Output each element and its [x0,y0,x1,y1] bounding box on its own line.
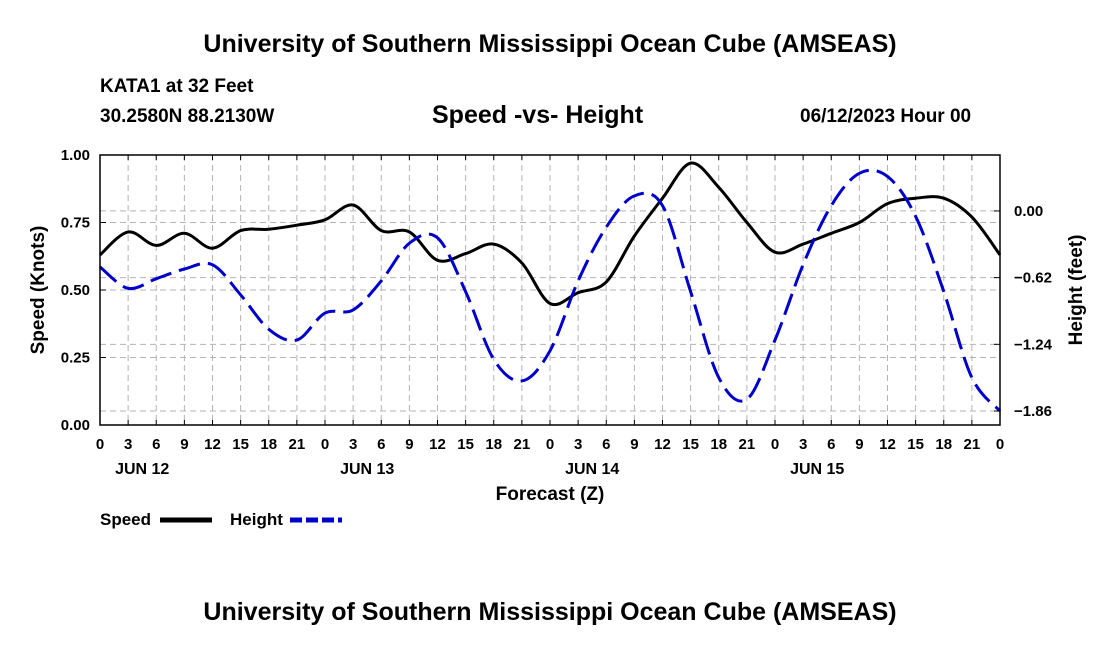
date-label: JUN 12 [115,461,169,478]
date-label: JUN 14 [565,461,619,478]
date-label: JUN 13 [340,461,394,478]
x-tick-label: 0 [96,436,104,453]
x-tick-label: 12 [654,436,671,453]
x-tick-label: 0 [996,436,1004,453]
x-tick-label: 6 [827,436,835,453]
x-tick-label: 15 [907,436,924,453]
x-tick-label: 15 [682,436,699,453]
x-tick-label: 18 [485,436,502,453]
left-tick-label: 0.00 [61,417,90,434]
x-tick-label: 21 [289,436,306,453]
chart-title: University of Southern Mississippi Ocean… [203,30,897,58]
x-tick-label: 9 [405,436,413,453]
x-tick-label: 18 [710,436,727,453]
chart-subtitle: Speed -vs- Height [432,101,644,129]
x-tick-label: 18 [935,436,952,453]
right-tick-label: −1.24 [1014,336,1053,353]
x-tick-label: 9 [180,436,188,453]
left-tick-label: 0.50 [61,282,90,299]
left-tick-label: 0.75 [61,215,90,232]
series-line-height [99,168,1002,413]
series [98,161,1002,413]
station-label: KATA1 at 32 Feet [100,76,254,97]
x-tick-label: 21 [739,436,756,453]
right-tick-label: −0.62 [1014,270,1052,287]
x-tick-label: 15 [457,436,474,453]
x-tick-label: 12 [204,436,221,453]
x-tick-label: 3 [799,436,807,453]
x-tick-label: 9 [630,436,638,453]
station-coordinates: 30.2580N 88.2130W [100,106,275,127]
x-tick-label: 12 [429,436,446,453]
x-tick-label: 6 [377,436,385,453]
x-tick-label: 3 [574,436,582,453]
x-tick-label: 6 [152,436,160,453]
grid [100,155,1000,425]
x-tick-label: 3 [124,436,132,453]
right-tick-label: −1.86 [1014,403,1052,420]
x-tick-label: 9 [855,436,863,453]
forecast-datetime: 06/12/2023 Hour 00 [800,106,972,127]
date-label: JUN 15 [790,461,844,478]
x-axis-label: Forecast (Z) [496,484,605,505]
x-tick-label: 6 [602,436,610,453]
left-axis-label: Speed (Knots) [28,226,49,355]
chart-title-repeat: University of Southern Mississippi Ocean… [203,598,897,626]
right-axis-label: Height (feet) [1066,235,1087,346]
x-tick-label: 21 [514,436,531,453]
right-tick-label: 0.00 [1014,203,1043,220]
x-tick-label: 0 [546,436,554,453]
left-tick-label: 0.25 [61,350,90,367]
legend-label-speed: Speed [100,510,151,529]
x-tick-label: 0 [321,436,329,453]
x-tick-label: 18 [260,436,277,453]
legend: Speed Height [100,510,342,529]
legend-label-height: Height [230,510,283,529]
x-tick-label: 3 [349,436,357,453]
x-tick-label: 15 [232,436,249,453]
axes: 0 3 6 9 12 15 18 21 0 3 6 9 12 15 18 21 0 3 6 9 12 15 18 21 0 3 6 9… [61,147,1053,478]
x-tick-label: 12 [879,436,896,453]
left-tick-label: 1.00 [61,147,90,164]
series-line-speed [98,161,1002,307]
x-tick-label: 21 [964,436,981,453]
x-tick-label: 0 [771,436,779,453]
